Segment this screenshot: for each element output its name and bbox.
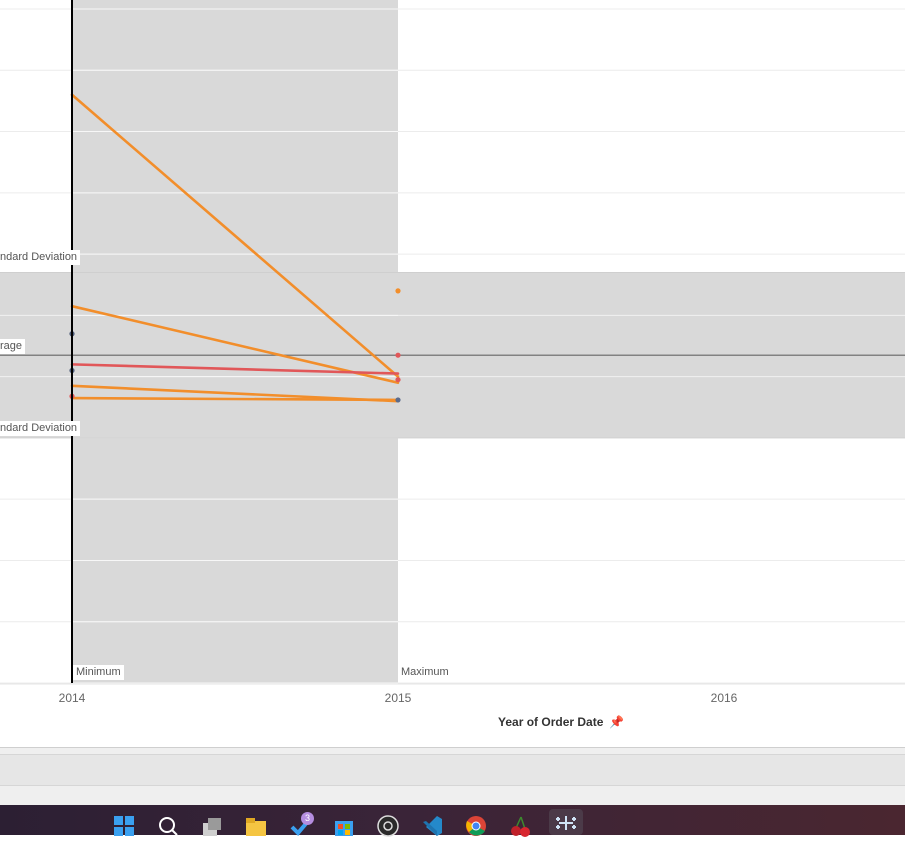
obs-icon[interactable]: [377, 815, 399, 837]
data-point: [395, 377, 401, 383]
maximum-label: Maximum: [401, 666, 449, 678]
windows-start-icon[interactable]: [113, 815, 135, 837]
status-strip: [0, 754, 905, 786]
series-line: [70, 304, 400, 385]
chrome-icon[interactable]: [465, 815, 487, 837]
data-point: [395, 288, 401, 294]
x-tick-label: 2014: [58, 691, 86, 705]
x-tick-label: 2015: [384, 691, 412, 705]
plot-area[interactable]: [0, 0, 905, 685]
average-label: rage: [0, 339, 26, 355]
series-line: [70, 363, 400, 375]
std-upper-label: ndard Deviation: [0, 250, 81, 266]
todo-icon[interactable]: 3: [289, 812, 314, 837]
x-axis-title-text: Year of Order Date: [498, 715, 604, 729]
x-axis-title[interactable]: Year of Order Date 📌: [498, 715, 624, 729]
cherry-icon[interactable]: [509, 815, 531, 837]
search-icon[interactable]: [157, 815, 179, 837]
task-view-icon[interactable]: [201, 815, 223, 837]
vscode-icon[interactable]: [421, 815, 443, 837]
todo-badge: 3: [301, 812, 314, 825]
pin-icon[interactable]: 📌: [609, 715, 625, 729]
taskbar: 3: [0, 805, 905, 837]
std-lower-label: ndard Deviation: [0, 420, 81, 436]
store-icon[interactable]: [333, 815, 355, 837]
data-point: [395, 352, 401, 358]
file-explorer-icon[interactable]: [245, 815, 267, 837]
bottom-panel: [0, 747, 905, 806]
chart-canvas: [0, 0, 905, 685]
x-tick-label: 2016: [710, 691, 738, 705]
data-point: [395, 397, 401, 403]
tableau-icon[interactable]: [549, 809, 583, 835]
series-line: [70, 396, 400, 402]
minimum-label: Minimum: [73, 665, 124, 680]
series-line: [70, 93, 400, 378]
